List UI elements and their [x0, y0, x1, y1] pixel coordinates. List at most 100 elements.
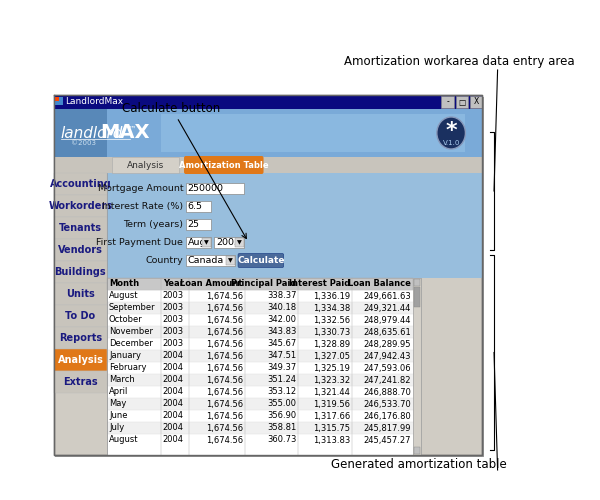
Text: 25: 25 [188, 220, 200, 229]
Text: Loan Amount: Loan Amount [181, 280, 243, 288]
Bar [202, 238, 211, 247]
Text: 2003: 2003 [163, 292, 184, 300]
Text: 1,325.19: 1,325.19 [313, 364, 350, 372]
Text: 1,332.56: 1,332.56 [313, 316, 350, 324]
Text: First Payment Due: First Payment Due [96, 238, 183, 247]
Bar [55, 97, 59, 101]
Text: 1,674.56: 1,674.56 [206, 292, 243, 300]
Text: 1,313.83: 1,313.83 [313, 436, 350, 444]
Bar [186, 219, 211, 230]
Bar [107, 290, 413, 302]
Text: 249,321.44: 249,321.44 [364, 304, 411, 312]
Text: 360.73: 360.73 [267, 436, 296, 444]
Text: 355.00: 355.00 [268, 400, 296, 408]
Text: 2004: 2004 [163, 436, 184, 444]
Text: 246,533.70: 246,533.70 [363, 400, 411, 408]
Text: 345.67: 345.67 [268, 340, 296, 348]
Text: Analysis: Analysis [127, 160, 164, 170]
Text: X: X [473, 98, 479, 106]
Bar [53, 305, 107, 327]
Bar [107, 302, 413, 314]
Text: September: September [109, 304, 155, 312]
Bar [186, 237, 211, 248]
Text: Mortgage Amount: Mortgage Amount [98, 184, 183, 193]
Text: 2004: 2004 [163, 412, 184, 420]
Text: landlord: landlord [61, 126, 123, 140]
Bar [53, 109, 482, 157]
Text: 249,661.63: 249,661.63 [363, 292, 411, 300]
Bar [107, 314, 413, 326]
Bar [53, 95, 482, 455]
Bar [107, 422, 413, 434]
Text: 356.90: 356.90 [268, 412, 296, 420]
Text: 2004: 2004 [163, 364, 184, 372]
Bar [53, 239, 107, 261]
Text: 248,289.95: 248,289.95 [364, 340, 411, 348]
Bar [107, 410, 413, 422]
Bar [226, 256, 235, 265]
Bar [53, 217, 107, 239]
Text: 1,674.56: 1,674.56 [206, 340, 243, 348]
Text: 248,979.44: 248,979.44 [364, 316, 411, 324]
Text: 2004: 2004 [163, 424, 184, 432]
Bar [413, 278, 421, 455]
Text: 1,315.75: 1,315.75 [313, 424, 350, 432]
Text: Canada: Canada [188, 256, 224, 265]
Text: Principal Paid: Principal Paid [231, 280, 296, 288]
Text: Year: Year [163, 280, 184, 288]
Text: Amortization workarea data entry area: Amortization workarea data entry area [344, 56, 575, 68]
Text: Amortization Table: Amortization Table [179, 160, 269, 170]
Text: July: July [109, 424, 124, 432]
Bar [107, 326, 413, 338]
Bar [53, 195, 107, 217]
Text: 1,330.73: 1,330.73 [313, 328, 350, 336]
Text: 247,942.43: 247,942.43 [364, 352, 411, 360]
Text: 1,674.56: 1,674.56 [206, 316, 243, 324]
Bar [53, 349, 107, 371]
Text: Interest Paid: Interest Paid [289, 280, 350, 288]
Text: 2003: 2003 [163, 328, 184, 336]
Text: ▼: ▼ [237, 240, 242, 245]
Bar [112, 157, 179, 173]
Text: 1,674.56: 1,674.56 [206, 304, 243, 312]
Bar [442, 96, 454, 108]
Text: LandlordMax: LandlordMax [65, 98, 124, 106]
Bar [186, 255, 235, 266]
Text: Reports: Reports [59, 333, 102, 343]
Text: 358.81: 358.81 [268, 424, 296, 432]
Text: Workorders: Workorders [49, 201, 112, 211]
Bar [107, 350, 413, 362]
Text: April: April [109, 388, 128, 396]
Text: 342.00: 342.00 [268, 316, 296, 324]
Bar [107, 278, 413, 290]
Text: 343.83: 343.83 [267, 328, 296, 336]
Text: Generated amortization table: Generated amortization table [331, 458, 506, 471]
Bar [186, 183, 244, 194]
Text: Tenants: Tenants [59, 223, 102, 233]
Bar [53, 283, 107, 305]
Text: 246,888.70: 246,888.70 [363, 388, 411, 396]
Bar [107, 362, 413, 374]
Text: 338.37: 338.37 [267, 292, 296, 300]
Text: December: December [109, 340, 153, 348]
Bar [107, 109, 482, 157]
Bar [107, 398, 413, 410]
Bar [55, 97, 62, 105]
Text: Analysis: Analysis [58, 355, 103, 365]
Bar [161, 114, 464, 152]
Bar [413, 447, 420, 454]
Text: 347.51: 347.51 [268, 352, 296, 360]
Text: 1,674.56: 1,674.56 [206, 424, 243, 432]
Text: June: June [109, 412, 127, 420]
Bar [214, 237, 244, 248]
Text: 1,336.19: 1,336.19 [313, 292, 350, 300]
Text: 245,457.27: 245,457.27 [364, 436, 411, 444]
Text: Vendors: Vendors [58, 245, 103, 255]
Bar [53, 95, 482, 109]
Text: 6.5: 6.5 [188, 202, 203, 211]
Text: 1,674.56: 1,674.56 [206, 436, 243, 444]
Bar [107, 338, 413, 350]
Bar [53, 173, 107, 195]
Bar [413, 279, 420, 286]
Text: Calculate button: Calculate button [122, 102, 247, 238]
